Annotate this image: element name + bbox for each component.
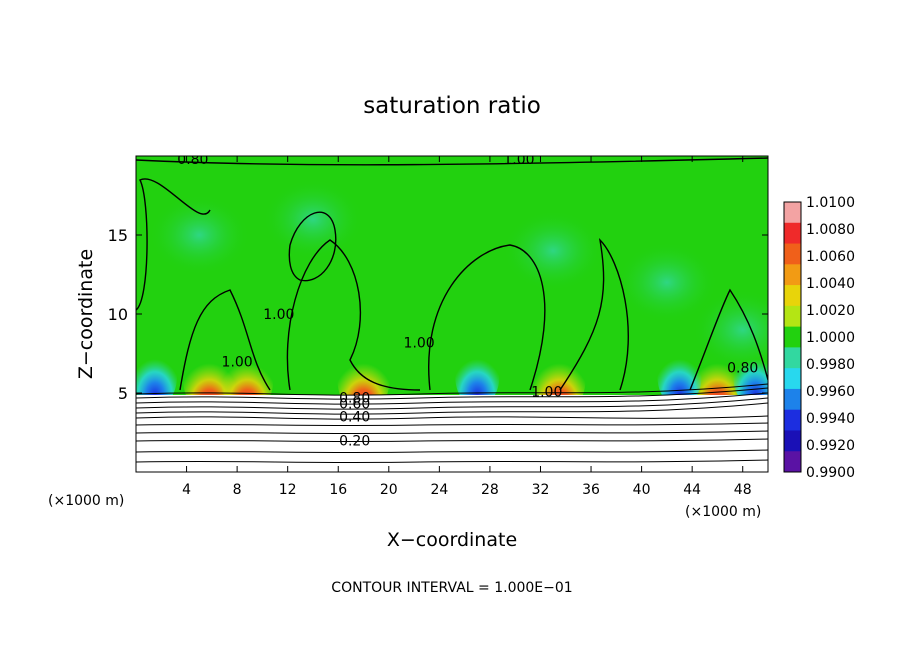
contour-label: 0.80 [339, 391, 370, 407]
contour-label: 1.00 [503, 152, 534, 168]
contour-line-lower [136, 430, 768, 435]
colorbar-swatch [784, 243, 801, 265]
contour-line-lower [136, 459, 768, 464]
x-tick-label: 4 [182, 482, 191, 498]
contour-line-1.00 [559, 237, 629, 391]
contour-label: 1.00 [531, 384, 562, 400]
colorbar-swatch [784, 305, 801, 328]
contour-line-lower [136, 397, 768, 410]
colorbar-frame [783, 201, 802, 473]
colorbar-swatch [784, 430, 801, 452]
moist-region [503, 210, 604, 291]
contour-line-1.00 [428, 244, 546, 391]
colorbar-label: 0.9960 [806, 384, 855, 400]
moist-region [692, 289, 768, 370]
colorbar-label: 1.0080 [806, 222, 855, 238]
x-axis-label: X−coordinate [387, 529, 517, 551]
contour-line-lower [136, 392, 768, 405]
x-axis-ticks: 4 8 12 16 20 24 28 32 36 40 44 48 [182, 156, 752, 498]
colorbar-label: 0.9900 [806, 465, 855, 481]
contour-label: 1.00 [404, 335, 435, 351]
cool-region [657, 347, 702, 408]
contour-label: 0.40 [339, 410, 370, 426]
colorbar-label: 1.0060 [806, 249, 855, 265]
x-tick-label: 36 [582, 482, 600, 498]
contour-line-1.00 [136, 178, 211, 311]
colorbar-label: 1.0100 [806, 195, 855, 211]
x-tick-label: 16 [329, 482, 347, 498]
contour-line-lower [136, 449, 768, 454]
colorbar-label: 1.0020 [806, 303, 855, 319]
x-tick-label: 12 [279, 482, 297, 498]
colorbar-swatch [784, 326, 801, 348]
x-tick-label: 48 [734, 482, 752, 498]
moist-region [616, 242, 717, 323]
colorbar-swatch [784, 368, 801, 390]
contour-line-lower [136, 438, 768, 443]
y-axis-ticks: 5 10 15 [108, 226, 768, 403]
colorbar-label: 0.9920 [806, 438, 855, 454]
contour-line-1.00 [286, 239, 421, 391]
colorbar-swatch [784, 388, 801, 411]
x-tick-label: 44 [683, 482, 701, 498]
moist-region [149, 195, 250, 275]
x-unit-left: (×1000 m) [48, 493, 124, 509]
y-axis-label: Z−coordinate [75, 249, 97, 379]
y-tick-label: 5 [118, 384, 128, 403]
x-unit-right: (×1000 m) [685, 504, 761, 520]
contour-line-1.00 [689, 288, 768, 391]
contour-label: 1.00 [263, 307, 294, 323]
colorbar: 1.0100 1.0080 1.0060 1.0040 1.0020 1.0000 0.99… [783, 195, 855, 481]
contour-label: 0.80 [727, 361, 758, 377]
x-tick-label: 8 [233, 482, 242, 498]
contour-label: 0.80 [177, 152, 208, 168]
colorbar-swatch [784, 409, 801, 431]
contour-line-lower [136, 402, 768, 415]
contour-line-1.00 [136, 157, 768, 166]
x-tick-label: 28 [481, 482, 499, 498]
cool-region [455, 347, 500, 408]
contour-line-lower [136, 383, 768, 396]
cool-region [136, 347, 177, 408]
x-tick-label: 40 [633, 482, 651, 498]
contour-line-1.00 [288, 211, 337, 282]
moist-region [262, 179, 363, 260]
contour-label: 1.00 [222, 354, 253, 370]
colorbar-swatch [784, 202, 801, 224]
colorbar-swatch [784, 285, 801, 307]
colorbar-swatch [784, 451, 801, 473]
colorbar-swatch [784, 222, 801, 245]
colorbar-swatch [784, 264, 801, 286]
y-tick-label: 10 [108, 305, 128, 324]
x-tick-label: 20 [380, 482, 398, 498]
x-tick-label: 24 [430, 482, 448, 498]
colorbar-label: 1.0000 [806, 330, 855, 346]
colorbar-swatch [784, 347, 801, 369]
contour-interval-footer: CONTOUR INTERVAL = 1.000E−01 [331, 580, 572, 596]
contour-line-1.00 [179, 289, 271, 391]
contour-lines [136, 157, 768, 464]
contour-labels: 0.80 1.001.001.001.001.000.800.600.400.20… [177, 152, 758, 449]
contour-line-lower [136, 415, 768, 420]
colorbar-label: 1.0040 [806, 276, 855, 292]
x-tick-label: 32 [532, 482, 550, 498]
lower-layer [136, 395, 768, 472]
contour-line-lower [136, 387, 768, 400]
y-tick-label: 15 [108, 226, 128, 245]
plot-field: 0.80 1.001.001.001.001.000.800.600.400.20… [136, 152, 768, 472]
chart-title: saturation ratio [363, 93, 541, 119]
contour-label: 0.20 [339, 433, 370, 449]
contour-line-lower [136, 422, 768, 427]
contour-label: 0.60 [339, 396, 370, 412]
colorbar-label: 0.9980 [806, 357, 855, 373]
colorbar-label: 0.9940 [806, 411, 855, 427]
